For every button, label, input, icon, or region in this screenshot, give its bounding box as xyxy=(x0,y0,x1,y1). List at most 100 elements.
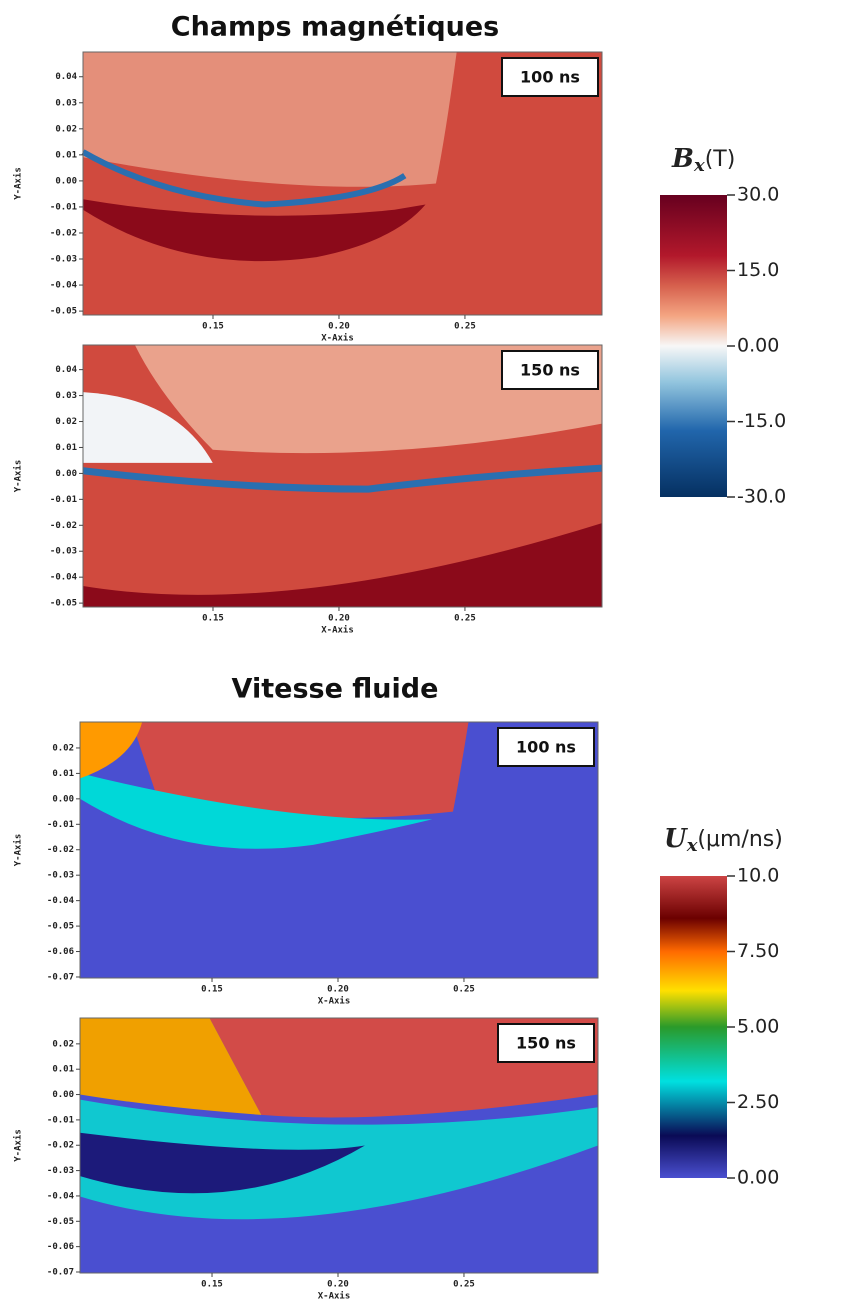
colorbar-tick-label: 2.50 xyxy=(737,1091,779,1113)
x-tick-label: 0.20 xyxy=(327,985,349,995)
x-tick-label: 0.15 xyxy=(202,322,224,332)
y-tick-label: 0.02 xyxy=(52,743,74,753)
y-tick-label: 0.02 xyxy=(55,417,77,427)
section-title: Vitesse fluide xyxy=(232,674,439,705)
y-tick-label: 0.01 xyxy=(52,1065,74,1075)
x-tick-label: 0.20 xyxy=(328,614,350,624)
plot-frame xyxy=(82,51,603,316)
colorbar-symbol: B xyxy=(671,144,694,174)
y-tick-label: 0.01 xyxy=(55,150,77,160)
field-region xyxy=(83,52,457,187)
y-tick-label: 0.04 xyxy=(55,72,77,82)
y-tick-label: -0.01 xyxy=(50,495,77,505)
y-axis-label: Y-Axis xyxy=(13,167,24,200)
field-band xyxy=(81,149,407,208)
y-tick-label: 0.03 xyxy=(55,98,77,108)
field-region xyxy=(83,345,602,454)
colorbar-tick-label: 0.00 xyxy=(737,1167,779,1189)
y-tick-label: -0.03 xyxy=(47,871,74,881)
y-tick-label: -0.04 xyxy=(50,573,78,583)
x-axis-label: X-Axis xyxy=(318,996,351,1007)
time-box xyxy=(497,727,595,767)
y-tick-label: -0.04 xyxy=(47,896,75,906)
x-tick-label: 0.25 xyxy=(453,985,475,995)
y-tick-label: 0.04 xyxy=(55,365,77,375)
y-axis-label: Y-Axis xyxy=(13,460,24,493)
y-tick-label: -0.02 xyxy=(47,845,74,855)
x-tick-label: 0.20 xyxy=(328,322,350,332)
field-region xyxy=(131,722,469,819)
y-tick-label: -0.04 xyxy=(47,1191,75,1201)
colorbar-tick-label: 10.0 xyxy=(737,865,779,887)
field-band xyxy=(83,523,602,607)
y-tick-label: -0.02 xyxy=(50,228,77,238)
y-tick-label: -0.04 xyxy=(50,281,78,291)
colorbar-subscript: x xyxy=(693,155,705,176)
colorbar-tick-label: -30.0 xyxy=(737,486,786,508)
x-tick-label: 0.25 xyxy=(453,1280,475,1290)
time-label: 100 ns xyxy=(520,68,580,87)
time-box xyxy=(501,57,599,97)
y-tick-label: -0.01 xyxy=(47,820,74,830)
y-tick-label: -0.01 xyxy=(47,1115,74,1125)
y-tick-label: -0.03 xyxy=(50,547,77,557)
x-tick-label: 0.25 xyxy=(454,614,476,624)
panel: 0.04 0.03 0.02 0.01 0.00 -0.01 -0.02 -0.03 -0.04… xyxy=(13,344,603,636)
panel: 0.02 0.01 0.00 -0.01 -0.02 -0.03 -0.04 -0.05 -0.… xyxy=(13,721,599,1007)
panel: 0.02 0.01 0.00 -0.01 -0.02 -0.03 -0.04 -0.05 -0.… xyxy=(13,1017,599,1302)
y-tick-label: -0.02 xyxy=(50,521,77,531)
colorbar-unit: (μm/ns) xyxy=(697,827,782,852)
y-tick-label: 0.02 xyxy=(52,1039,74,1049)
colorbar-subscript: x xyxy=(686,835,698,856)
field-region xyxy=(80,722,143,779)
field-band xyxy=(83,199,426,262)
colorbar-tick-label: 7.50 xyxy=(737,940,779,962)
x-tick-label: 0.25 xyxy=(454,322,476,332)
colorbar-tick-label: 5.00 xyxy=(737,1016,779,1038)
colorbar-tick-label: -15.0 xyxy=(737,410,786,432)
y-tick-label: -0.05 xyxy=(47,1217,74,1227)
y-tick-label: -0.06 xyxy=(47,947,74,957)
field-region xyxy=(80,1018,262,1115)
y-axis-label: Y-Axis xyxy=(13,834,24,867)
x-tick-label: 0.15 xyxy=(201,985,223,995)
colorbar-unit: (T) xyxy=(705,147,736,172)
plot-frame xyxy=(82,344,603,608)
y-tick-label: -0.07 xyxy=(47,1267,74,1277)
y-tick-label: -0.07 xyxy=(47,972,74,982)
colorbar-label: Bx(T) xyxy=(671,144,735,176)
time-label: 150 ns xyxy=(516,1034,576,1053)
field-band xyxy=(80,1132,365,1194)
y-tick-label: 0.01 xyxy=(55,443,77,453)
y-tick-label: -0.03 xyxy=(47,1166,74,1176)
colorbar-symbol: U xyxy=(664,824,688,854)
x-axis-label: X-Axis xyxy=(321,625,354,636)
colorbar-tick-label: 0.00 xyxy=(737,335,779,357)
y-tick-label: 0.03 xyxy=(55,391,77,401)
colorbar xyxy=(660,195,727,497)
y-tick-label: 0.01 xyxy=(52,769,74,779)
time-label: 150 ns xyxy=(520,361,580,380)
x-axis-label: X-Axis xyxy=(318,1291,351,1302)
field-band xyxy=(82,464,603,493)
y-tick-label: -0.05 xyxy=(50,599,77,609)
y-axis-label: Y-Axis xyxy=(13,1129,24,1162)
y-tick-label: 0.00 xyxy=(55,176,77,186)
y-tick-label: -0.05 xyxy=(50,307,77,317)
x-tick-label: 0.20 xyxy=(327,1280,349,1290)
x-tick-label: 0.15 xyxy=(201,1280,223,1290)
colorbar-tick-label: 30.0 xyxy=(737,184,779,206)
y-tick-label: -0.02 xyxy=(47,1141,74,1151)
y-tick-label: 0.00 xyxy=(52,794,74,804)
x-tick-label: 0.15 xyxy=(202,614,224,624)
y-tick-label: -0.03 xyxy=(50,255,77,265)
field-band xyxy=(80,773,433,849)
panel: 0.04 0.03 0.02 0.01 0.00 -0.01 -0.02 -0.03 -0.04… xyxy=(13,51,603,344)
colorbar xyxy=(660,876,727,1178)
field-region xyxy=(83,392,213,463)
time-box xyxy=(497,1023,595,1063)
y-tick-label: -0.01 xyxy=(50,202,77,212)
time-box xyxy=(501,350,599,390)
y-tick-label: -0.05 xyxy=(47,922,74,932)
